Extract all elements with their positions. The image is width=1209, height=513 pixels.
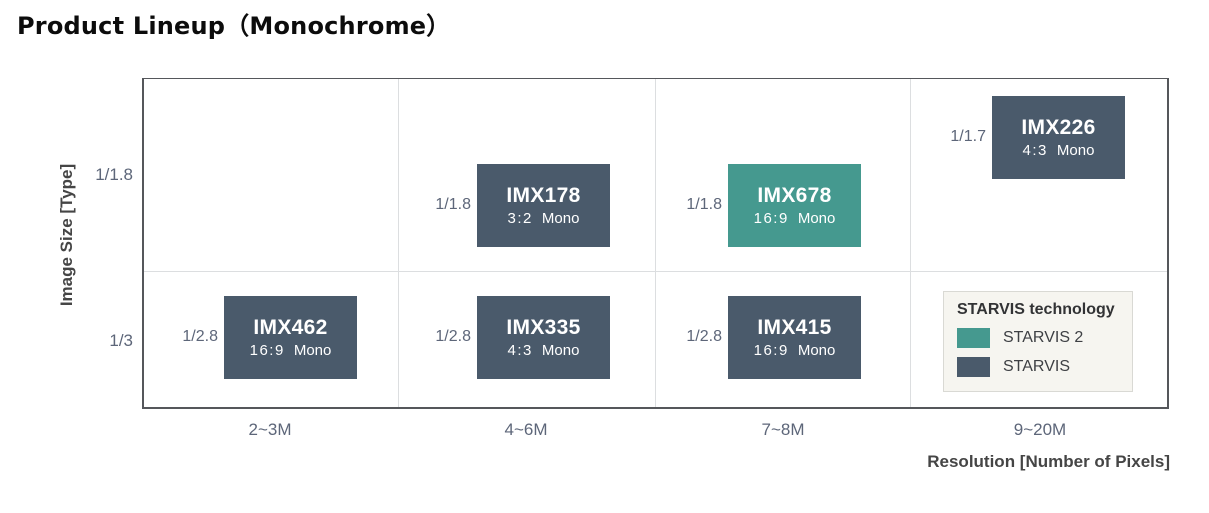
- x-axis-tick-7-8m: 7~8M: [761, 420, 805, 439]
- color-type: Mono: [541, 209, 580, 227]
- legend-item-starvis2: STARVIS 2: [957, 328, 1120, 348]
- x-axis-title: Resolution [Number of Pixels]: [927, 452, 1170, 471]
- aspect-ratio: 16:9: [249, 341, 285, 359]
- sensor-box-imx335: IMX335 4:3 Mono: [477, 296, 610, 379]
- y-axis-title: Image Size [Type]: [57, 163, 76, 307]
- size-label-imx335: 1/2.8: [435, 328, 471, 345]
- size-label-imx462: 1/2.8: [182, 328, 218, 345]
- sensor-subtitle: 4:3 Mono: [507, 341, 580, 360]
- sensor-model: IMX678: [757, 183, 832, 207]
- sensor-subtitle: 3:2 Mono: [507, 209, 580, 228]
- sensor-subtitle: 16:9 Mono: [249, 341, 332, 360]
- y-axis-tick-1-3: 1/3: [109, 331, 133, 350]
- sensor-model: IMX415: [757, 315, 832, 339]
- starvis2-color-swatch: [957, 328, 990, 348]
- size-label-imx415: 1/2.8: [686, 328, 722, 345]
- sensor-model: IMX335: [506, 315, 581, 339]
- size-label-imx226: 1/1.7: [950, 128, 986, 145]
- legend: STARVIS technology STARVIS 2 STARVIS: [943, 291, 1133, 392]
- legend-item-starvis: STARVIS: [957, 357, 1120, 377]
- sensor-box-imx678: IMX678 16:9 Mono: [728, 164, 861, 247]
- sensor-subtitle: 16:9 Mono: [753, 209, 836, 228]
- page-title: Product Lineup（Monochrome）: [17, 12, 451, 40]
- x-axis-tick-9-20m: 9~20M: [1013, 420, 1067, 439]
- sensor-subtitle: 16:9 Mono: [753, 341, 836, 360]
- sensor-box-imx462: IMX462 16:9 Mono: [224, 296, 357, 379]
- color-type: Mono: [541, 341, 580, 359]
- color-type: Mono: [1056, 141, 1095, 159]
- size-label-imx678: 1/1.8: [686, 196, 722, 213]
- sensor-model: IMX178: [506, 183, 581, 207]
- gridline-vertical: [398, 79, 399, 407]
- aspect-ratio: 3:2: [507, 209, 533, 227]
- gridline-vertical: [910, 79, 911, 407]
- color-type: Mono: [797, 341, 836, 359]
- legend-label: STARVIS: [1003, 358, 1070, 375]
- starvis-color-swatch: [957, 357, 990, 377]
- aspect-ratio: 4:3: [507, 341, 533, 359]
- x-axis-tick-2-3m: 2~3M: [248, 420, 292, 439]
- sensor-model: IMX462: [253, 315, 328, 339]
- size-label-imx178: 1/1.8: [435, 196, 471, 213]
- legend-label: STARVIS 2: [1003, 329, 1084, 346]
- sensor-box-imx415: IMX415 16:9 Mono: [728, 296, 861, 379]
- y-axis-tick-1-1.8: 1/1.8: [95, 165, 133, 184]
- sensor-model: IMX226: [1021, 115, 1096, 139]
- gridline-horizontal: [144, 271, 1167, 272]
- gridline-vertical: [655, 79, 656, 407]
- x-axis-tick-4-6m: 4~6M: [504, 420, 548, 439]
- aspect-ratio: 16:9: [753, 209, 789, 227]
- sensor-subtitle: 4:3 Mono: [1022, 141, 1095, 160]
- aspect-ratio: 16:9: [753, 341, 789, 359]
- legend-title: STARVIS technology: [957, 301, 1115, 318]
- sensor-box-imx226: IMX226 4:3 Mono: [992, 96, 1125, 179]
- sensor-box-imx178: IMX178 3:2 Mono: [477, 164, 610, 247]
- aspect-ratio: 4:3: [1022, 141, 1048, 159]
- color-type: Mono: [293, 341, 332, 359]
- color-type: Mono: [797, 209, 836, 227]
